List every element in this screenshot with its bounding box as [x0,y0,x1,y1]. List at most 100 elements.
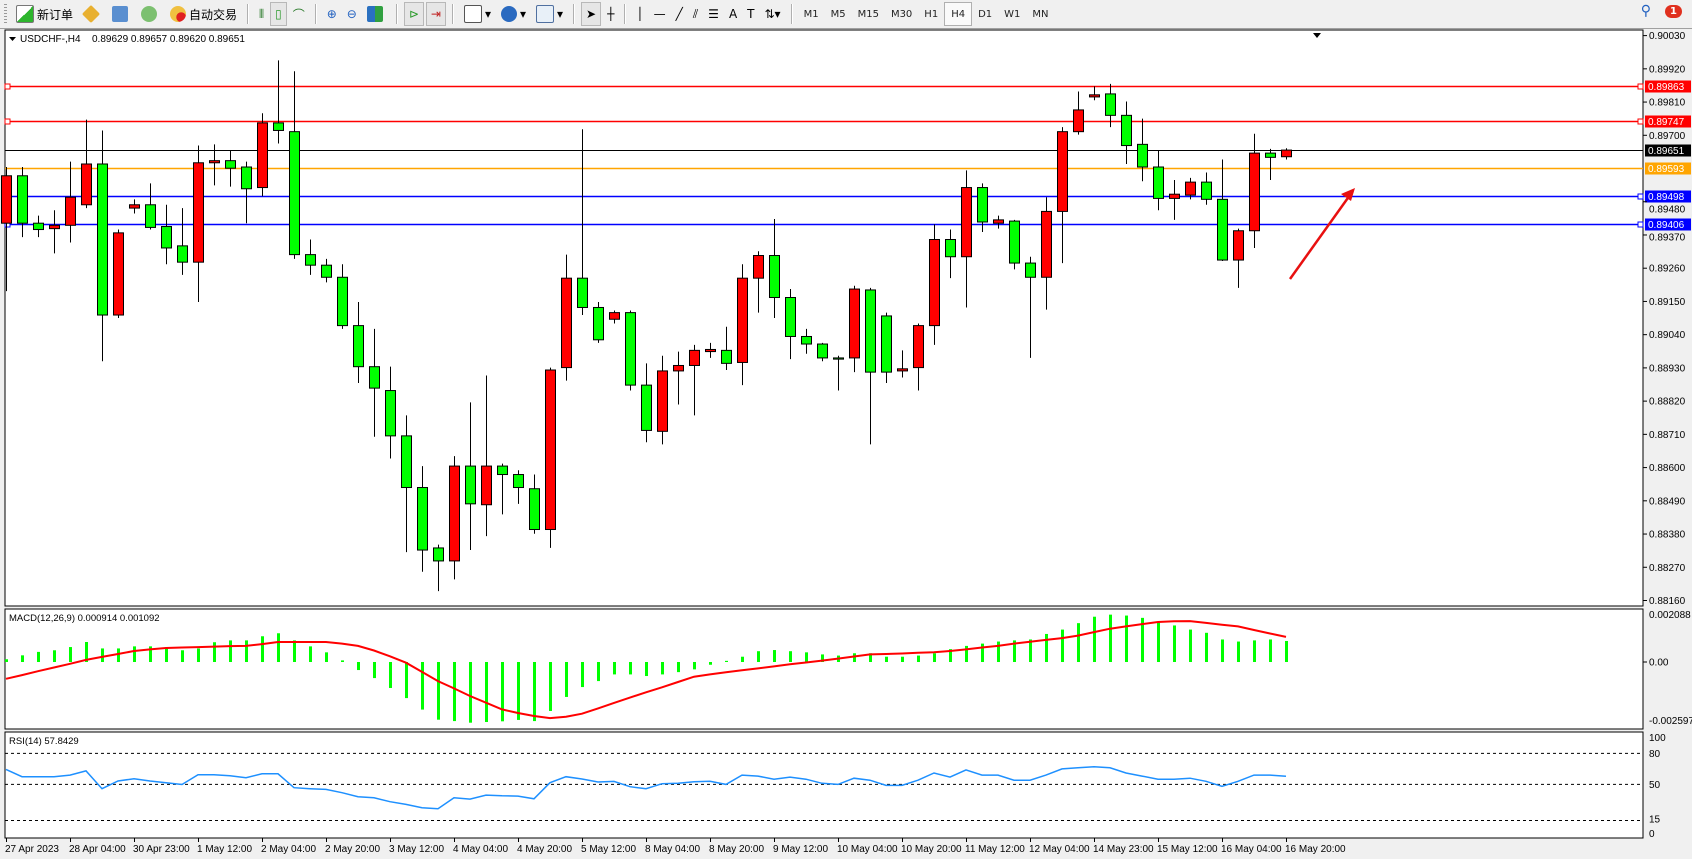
timeframe-m30[interactable]: M30 [890,8,913,20]
candle [625,310,636,391]
zoom-in-button[interactable]: ⊕ [323,2,341,26]
candle-body [1057,131,1068,212]
candle-body [17,175,28,224]
macd-bar [773,650,776,662]
timeframe-mn[interactable]: MN [1032,8,1049,20]
macd-panel[interactable] [4,608,1644,730]
candle [769,218,780,319]
bar-chart-button[interactable]: ⫴ [255,2,268,26]
toolbar-grip[interactable] [4,4,7,24]
notification-badge[interactable]: 1 [1665,4,1682,18]
vertical-line-button[interactable]: │ [632,2,647,26]
fibonacci-button[interactable]: ☰ [704,2,723,26]
macd-bar [501,662,504,722]
periods-button[interactable]: ▾ [497,2,530,26]
candle [369,328,380,437]
text-label-button[interactable]: T [743,2,758,26]
macd-bar [1221,639,1224,662]
macd-bar [565,662,568,697]
arrows-button[interactable]: ⇅▾ [761,2,785,26]
text-button[interactable]: A [725,2,741,26]
macd-bar [229,640,232,662]
rsi-series [5,752,1643,822]
right-tools: ⚲ 1 [1641,3,1682,19]
candle-body [1185,181,1196,196]
timeframe-h4[interactable]: H4 [944,2,973,26]
search-icon[interactable]: ⚲ [1640,3,1652,19]
chart-shift-marker[interactable] [1313,33,1321,38]
signals-button[interactable] [137,2,164,26]
market-watch-button[interactable] [79,2,106,26]
red-arrow[interactable] [1288,188,1355,280]
candlestick-button[interactable]: ▯ [270,2,287,26]
time-label: 1 May 12:00 [197,844,252,855]
crosshair-button[interactable]: ┼ [603,2,618,26]
time-label: 28 Apr 04:00 [69,844,126,855]
timeframe-m15[interactable]: M15 [857,8,879,20]
separator [451,4,454,24]
candle-body [801,335,812,345]
candle-body [145,204,156,228]
trendline-button[interactable]: ╱ [672,2,687,26]
zoom-out-button[interactable]: ⊖ [343,2,361,26]
candle [961,170,972,308]
macd-bar [37,651,40,662]
timeframe-h1[interactable]: H1 [924,8,939,20]
macd-bar [613,662,616,675]
hline-0.89593[interactable]: 0.89593 [5,162,1691,176]
price-tick-label: 0.88820 [1649,397,1686,408]
equidistant-channel-button[interactable]: ⫽ [689,2,702,26]
candle [785,289,796,360]
tile-windows-button[interactable] [363,2,390,26]
indicators-button[interactable]: ▾ [460,2,495,26]
macd-bar [1093,616,1096,662]
macd-bar [261,636,264,662]
templates-button[interactable]: ▾ [532,2,567,26]
price-tick-label: 0.90030 [1649,31,1686,42]
price-tick-label: 0.88710 [1649,430,1686,441]
timeframe-d1[interactable]: D1 [978,8,993,20]
macd-bar [405,662,408,699]
candlestick-icon: ▯ [275,7,282,21]
macd-bar [821,654,824,662]
macd-bar [1125,615,1128,662]
hline-0.89651[interactable]: 0.89651 [5,144,1691,158]
candle-body [849,288,860,359]
hline-0.89498[interactable]: 0.89498 [4,190,1691,204]
auto-scroll-button[interactable]: ⊳ [403,2,424,26]
collapse-triangle-icon[interactable] [9,37,16,41]
line-chart-button[interactable]: ⌒ [289,2,309,26]
horizontal-line-button[interactable]: — [650,2,670,26]
macd-bar [357,662,360,671]
price-label-box [1645,144,1691,157]
hline-0.89406[interactable]: 0.89406 [4,218,1691,232]
macd-bar [1269,639,1272,662]
time-label: 12 May 04:00 [1029,844,1090,855]
terminal-button[interactable] [108,2,135,26]
timeframe-m5[interactable]: M5 [830,8,846,20]
candle [897,350,908,378]
candle-body [449,465,460,562]
price-tick-label: 0.89370 [1649,233,1686,244]
macd-bar [933,653,936,662]
candle [273,60,284,144]
macd-bar [197,648,200,662]
rsi-tick-label: 50 [1649,780,1661,791]
candle [881,312,892,383]
price-tick-label: 0.88490 [1649,496,1686,507]
time-label: 16 May 04:00 [1221,844,1282,855]
candle-body [1153,166,1164,199]
cursor-button[interactable]: ➤ [581,2,602,26]
timeframe-m1[interactable]: M1 [803,8,819,20]
candle-body [881,315,892,373]
chart-window[interactable]: 0.89863 0.89747 0.89651 0.89593 0.89498 0.894… [0,29,1692,859]
chart-shift-button[interactable]: ⇥ [425,2,446,26]
hline-handle [1637,118,1644,125]
new-order-button[interactable]: 新订单 [12,2,77,26]
rsi-panel[interactable] [4,731,1644,839]
timeframe-w1[interactable]: W1 [1004,8,1021,20]
auto-trading-button[interactable]: 自动交易 [166,2,241,26]
main-panel[interactable] [4,29,1644,607]
folder-icon [81,4,101,24]
horizontal-line-icon: — [653,7,666,21]
